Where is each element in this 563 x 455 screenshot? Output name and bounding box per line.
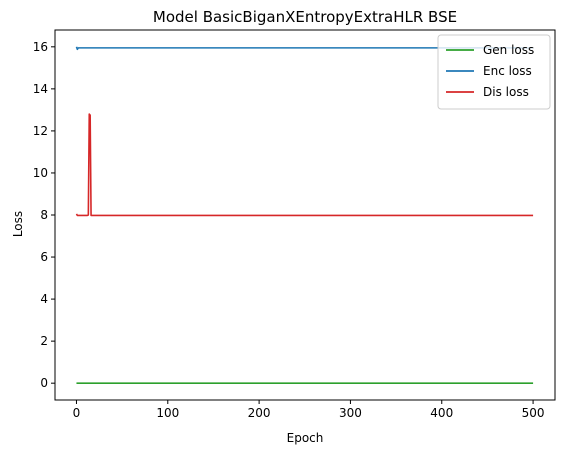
y-tick-label: 2 (40, 334, 48, 348)
legend: Gen loss Enc loss Dis loss (437, 34, 551, 110)
legend-box (437, 34, 551, 110)
y-axis-label: Loss (11, 211, 25, 237)
x-tick-label: 0 (73, 406, 81, 420)
series-line-enc-loss (75, 46, 534, 51)
x-tick-label: 200 (248, 406, 271, 420)
legend-label-gen-loss: Gen loss (483, 43, 534, 57)
legend-label-dis-loss: Dis loss (483, 85, 529, 99)
series-line-dis-loss (75, 113, 534, 217)
x-tick-label: 500 (522, 406, 545, 420)
y-tick-label: 6 (40, 250, 48, 264)
y-tick-label: 4 (40, 292, 48, 306)
plot-area: 0 100 200 300 400 500 0 2 4 6 8 10 12 14 16 (33, 29, 556, 420)
y-tick-label: 16 (33, 40, 48, 54)
x-tick-label: 300 (339, 406, 362, 420)
y-tick-label: 12 (33, 124, 48, 138)
y-tick-label: 14 (33, 82, 48, 96)
y-tick-label: 10 (33, 166, 48, 180)
y-tick-label: 8 (40, 208, 48, 222)
x-tick-label: 100 (156, 406, 179, 420)
x-axis-label: Epoch (287, 431, 324, 445)
chart-title: Model BasicBiganXEntropyExtraHLR BSE (153, 8, 457, 26)
y-tick-label: 0 (40, 376, 48, 390)
x-tick-label: 400 (430, 406, 453, 420)
legend-label-enc-loss: Enc loss (483, 64, 532, 78)
